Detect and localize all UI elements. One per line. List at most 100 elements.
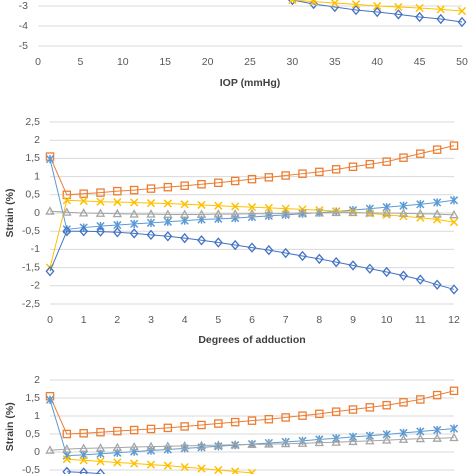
marker — [415, 11, 425, 23]
x-tick-label: 35 — [329, 56, 341, 68]
data-point — [163, 209, 173, 218]
data-point — [436, 13, 446, 25]
data-point — [163, 217, 172, 226]
marker — [399, 153, 408, 162]
marker — [331, 165, 341, 174]
marker — [230, 209, 240, 218]
marker — [457, 16, 467, 28]
y-tick-label: 2 — [34, 374, 40, 386]
data-point — [163, 441, 173, 450]
data-point — [331, 165, 341, 174]
marker — [45, 154, 55, 164]
data-point — [399, 270, 408, 281]
marker — [373, 1, 382, 11]
marker — [449, 141, 459, 150]
marker — [314, 437, 325, 447]
data-point — [96, 221, 105, 231]
marker — [62, 429, 72, 439]
x-tick-label: 0 — [35, 56, 41, 68]
marker — [129, 228, 139, 239]
marker — [415, 433, 426, 443]
series-line — [49, 210, 455, 216]
data-point — [288, 0, 297, 5]
marker — [62, 207, 72, 216]
marker — [331, 407, 341, 416]
marker — [45, 395, 55, 404]
x-tick-label: 50 — [456, 56, 468, 68]
y-tick-label: -3 — [19, 0, 28, 12]
data-point — [129, 209, 139, 218]
data-point — [280, 208, 291, 217]
data-point — [79, 226, 89, 237]
data-point — [197, 235, 206, 246]
marker — [449, 217, 459, 227]
marker — [197, 200, 206, 210]
marker — [196, 440, 207, 450]
data-point — [62, 226, 72, 237]
marker — [129, 209, 139, 218]
data-point — [416, 149, 425, 158]
chart: -3 -4 -5 — [19, 0, 467, 52]
marker — [330, 0, 339, 8]
marker — [264, 203, 273, 213]
series-line — [49, 230, 455, 290]
data-point — [197, 420, 206, 430]
x-tick-label: 11 — [415, 314, 426, 326]
data-point — [315, 167, 324, 177]
data-point — [432, 390, 442, 400]
data-point — [280, 438, 291, 448]
marker — [130, 459, 139, 468]
data-point — [146, 460, 156, 469]
marker — [281, 247, 291, 259]
marker — [280, 438, 291, 448]
y-tick-label: -1 — [31, 243, 40, 255]
data-point — [62, 429, 72, 439]
data-point — [112, 442, 123, 452]
marker — [230, 176, 240, 186]
data-point — [331, 207, 341, 217]
marker — [348, 405, 358, 414]
data-point — [214, 465, 223, 474]
marker — [79, 456, 88, 465]
marker — [146, 460, 156, 469]
marker — [449, 386, 459, 396]
data-point — [298, 411, 307, 420]
data-point — [449, 196, 459, 205]
marker — [45, 266, 55, 277]
data-point — [416, 395, 425, 404]
data-point — [264, 439, 274, 448]
x-tick-label: 25 — [244, 56, 256, 68]
marker — [398, 208, 409, 217]
marker — [96, 468, 105, 474]
marker — [230, 439, 240, 449]
marker — [398, 434, 409, 443]
data-point — [79, 196, 88, 206]
marker — [163, 423, 173, 433]
marker — [113, 197, 122, 207]
data-point — [433, 198, 442, 207]
data-point — [146, 424, 156, 434]
marker — [433, 425, 442, 435]
data-point — [79, 429, 88, 438]
data-point — [113, 426, 122, 436]
marker — [95, 443, 106, 452]
data-point — [180, 232, 190, 244]
data-point — [382, 157, 391, 166]
data-point — [214, 419, 223, 428]
data-point — [373, 1, 382, 11]
marker — [365, 435, 375, 445]
marker — [393, 9, 403, 20]
marker — [96, 197, 105, 206]
data-point — [281, 247, 291, 259]
data-point — [78, 443, 89, 452]
data-point — [45, 154, 55, 164]
marker — [214, 201, 223, 210]
data-point — [297, 438, 308, 447]
marker — [163, 182, 173, 192]
data-point — [213, 237, 223, 248]
data-point — [197, 200, 206, 210]
marker — [45, 445, 55, 454]
marker — [382, 157, 391, 166]
data-point — [79, 456, 88, 465]
marker — [432, 390, 442, 400]
